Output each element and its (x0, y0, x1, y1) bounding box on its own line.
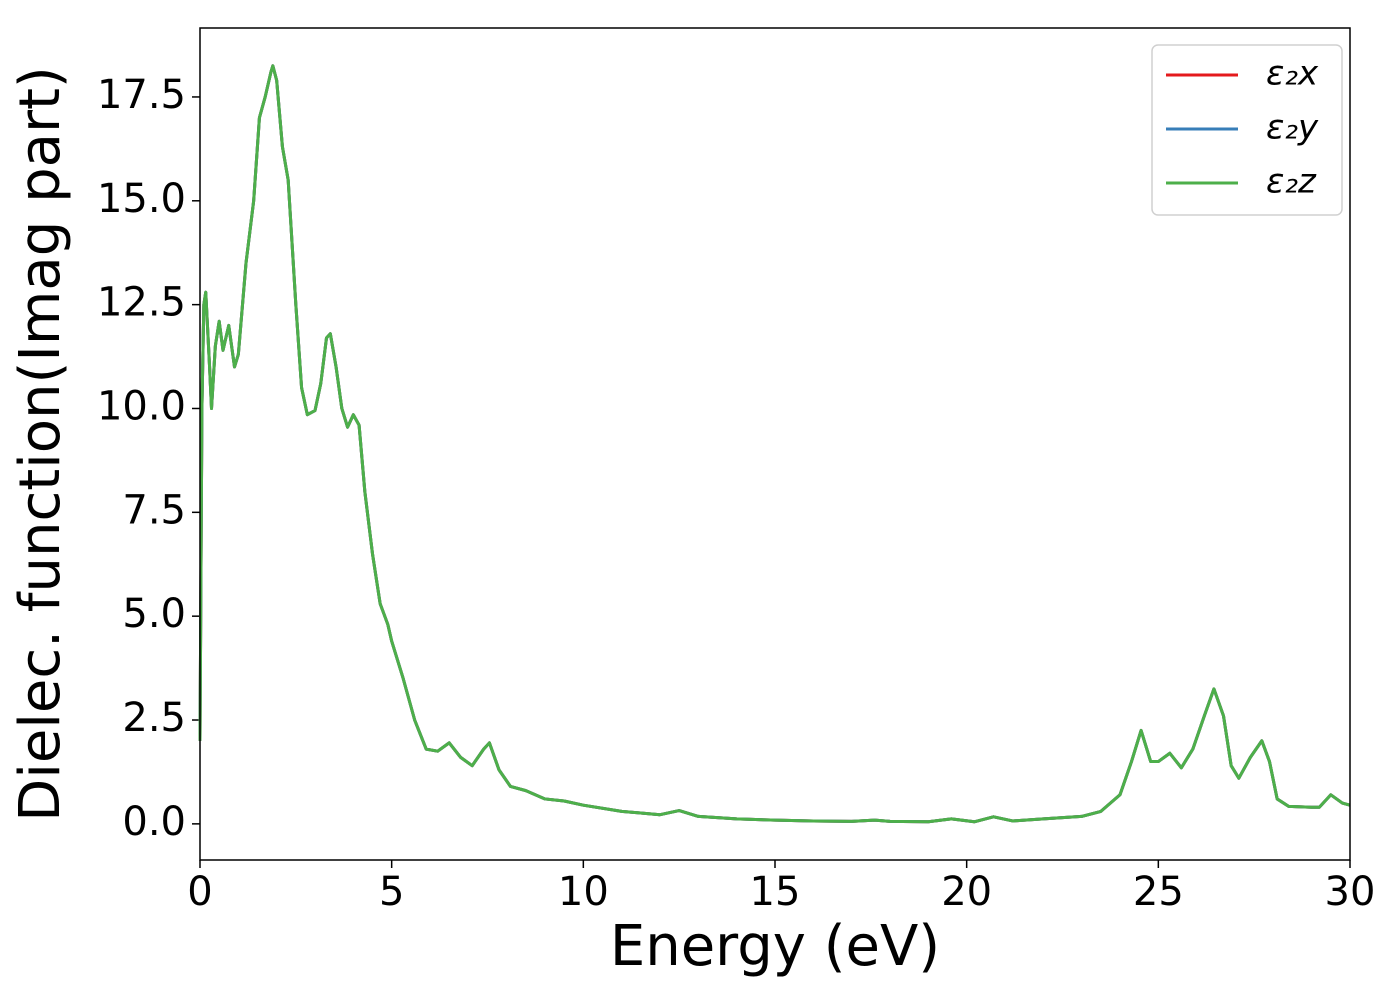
x-tick-label: 0 (187, 869, 212, 915)
legend-label: ε₂z (1266, 162, 1317, 202)
y-axis-label: Dielec. function(Imag part) (8, 66, 73, 822)
y-tick-label: 10.0 (97, 383, 186, 429)
x-tick-label: 30 (1325, 869, 1376, 915)
plot-frame (199, 27, 1351, 861)
y-tick-label: 0.0 (122, 799, 186, 845)
legend-label: ε₂y (1266, 108, 1319, 148)
legend-box (1151, 44, 1343, 216)
y-tick-label: 7.5 (122, 487, 186, 533)
x-tick-label: 10 (558, 869, 609, 915)
x-tick-label: 25 (1133, 869, 1184, 915)
y-tick-label: 15.0 (97, 176, 186, 222)
y-tick-label: 2.5 (122, 695, 186, 741)
x-tick-label: 5 (379, 869, 404, 915)
y-tick-label: 17.5 (97, 72, 186, 118)
x-tick-label: 20 (941, 869, 992, 915)
series-line (198, 64, 1351, 824)
y-tick-label: 12.5 (97, 280, 186, 326)
x-tick-label: 15 (750, 869, 801, 915)
x-axis-label: Energy (eV) (610, 914, 940, 979)
legend-label: ε₂x (1266, 54, 1319, 94)
y-tick-label: 5.0 (122, 591, 186, 637)
